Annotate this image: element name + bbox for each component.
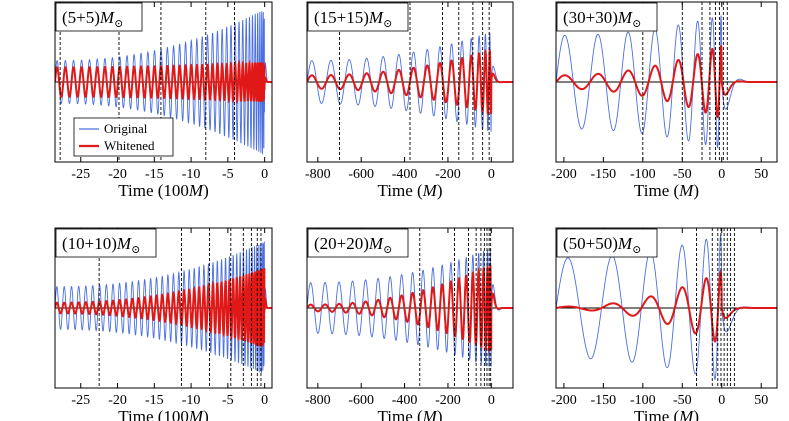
panel-6-title-box	[556, 228, 658, 258]
panel-6-xtick-label-2: -150	[591, 393, 617, 408]
panel-5-xtick-label-3: -400	[392, 393, 418, 408]
panel-1-series-whitened	[55, 59, 272, 105]
panel-1-legend: Original Whitened	[73, 117, 174, 157]
panel-3-title: (30+30)M⊙	[563, 8, 641, 30]
panel-2-frame	[306, 1, 514, 163]
panel-4-title-box	[55, 228, 157, 258]
panel-6-xtick-label-4: -50	[673, 393, 692, 408]
panel-1-legend-label-original: Original	[104, 121, 148, 136]
panel-6-xlabel: Time (M)	[634, 407, 699, 421]
panel-3-xtick-label-1: -200	[551, 167, 577, 182]
panel-6-series-whitened	[556, 270, 777, 343]
panel-4-xtick-label-2: -20	[108, 393, 127, 408]
panel-5-xtick-label-2: -600	[348, 393, 374, 408]
panel-4-plot-area	[55, 228, 272, 388]
panel-3-xtick-label-4: -50	[673, 167, 692, 182]
panel-1-xtick-label-6: 0	[261, 167, 268, 182]
panel-1-xtick-label-1: -25	[71, 167, 90, 182]
panel-6-plot-area	[556, 228, 777, 388]
panel-3-series-whitened	[556, 45, 777, 119]
panel-1-title-box	[55, 2, 143, 32]
panel-3-xtick-label-5: 0	[718, 167, 725, 182]
panel-4-title: (10+10)M⊙	[62, 234, 140, 256]
panel-4-xtick-label-4: -10	[182, 393, 201, 408]
panel-5-xtick-label-4: -200	[435, 393, 461, 408]
panel-2-xtick-label-4: -200	[435, 167, 461, 182]
panel-4-series-whitened	[55, 268, 272, 347]
panel-2-plot-area	[307, 2, 513, 162]
panel-4-frame	[54, 227, 273, 389]
panel-4-xtick-label-1: -25	[71, 393, 90, 408]
panel-5-title: (20+20)M⊙	[314, 234, 392, 256]
panel-2-title: (15+15)M⊙	[314, 8, 392, 30]
panel-4-xtick-label-5: -5	[222, 393, 234, 408]
panel-3-xtick-label-3: -100	[630, 167, 656, 182]
panel-3-title-box	[556, 2, 658, 32]
panel-2-xtick-label-1: -800	[305, 167, 331, 182]
panel-3-xtick-label-2: -150	[591, 167, 617, 182]
panel-2-xlabel: Time (M)	[377, 181, 442, 200]
panel-3-xlabel: Time (M)	[634, 181, 699, 200]
panel-6-frame	[555, 227, 778, 389]
panel-6-xtick-label-6: 50	[754, 393, 768, 408]
panel-1-xtick-label-4: -10	[182, 167, 201, 182]
panel-3: -200 -150 -100 -50 0 50 Time (M) (30+30)M⊙	[551, 1, 778, 200]
panel-5-xlabel: Time (M)	[377, 407, 442, 421]
panel-5-frame	[306, 227, 514, 389]
panel-3-frame	[555, 1, 778, 163]
panel-1-xtick-label-5: -5	[222, 167, 234, 182]
panel-2-xtick-label-2: -600	[348, 167, 374, 182]
panel-3-xtick-label-6: 50	[754, 167, 768, 182]
panel-5-xtick-label-1: -800	[305, 393, 331, 408]
panel-6-xtick-label-3: -100	[630, 393, 656, 408]
panel-1-legend-label-whitened: Whitened	[104, 138, 155, 153]
panel-2-title-box	[307, 2, 409, 32]
panel-1-legend-box	[73, 117, 174, 157]
panel-1-xtick-label-3: -15	[145, 167, 164, 182]
panel-4-xlabel: Time (100M)	[118, 407, 209, 421]
panel-1-xlabel: Time (100M)	[118, 181, 209, 200]
panel-6-title: (50+50)M⊙	[563, 234, 641, 256]
panel-5-series-whitened	[307, 265, 513, 354]
panel-1-title: (5+5)M⊙	[62, 8, 123, 30]
panel-2: -800 -600 -400 -200 0 Time (M) (15+15)M⊙	[305, 1, 514, 200]
panel-1-xtick-label-2: -20	[108, 167, 127, 182]
panel-5-title-box	[307, 228, 409, 258]
panel-5: -800 -600 -400 -200 0 Time (M) (20+20)M⊙	[305, 227, 514, 421]
panel-5-xtick-label-5: 0	[488, 393, 495, 408]
panel-2-xtick-label-3: -400	[392, 167, 418, 182]
panel-6-xtick-label-1: -200	[551, 393, 577, 408]
panel-4-xtick-label-3: -15	[145, 393, 164, 408]
panel-1: -25 -20 -15 -10 -5 0 Time (100M) (5+5)M⊙ Origina…	[54, 1, 273, 200]
panel-5-plot-area	[307, 228, 513, 388]
panel-6-xtick-label-5: 0	[718, 393, 725, 408]
panel-4-xtick-label-6: 0	[261, 393, 268, 408]
panel-6: -200 -150 -100 -50 0 50 Time (M) (50+50)M⊙	[551, 227, 778, 421]
panel-2-xtick-label-5: 0	[488, 167, 495, 182]
panel-4: -25 -20 -15 -10 -5 0 Time (100M) (10+10)M⊙	[54, 227, 273, 421]
panel-1-frame	[54, 1, 273, 163]
